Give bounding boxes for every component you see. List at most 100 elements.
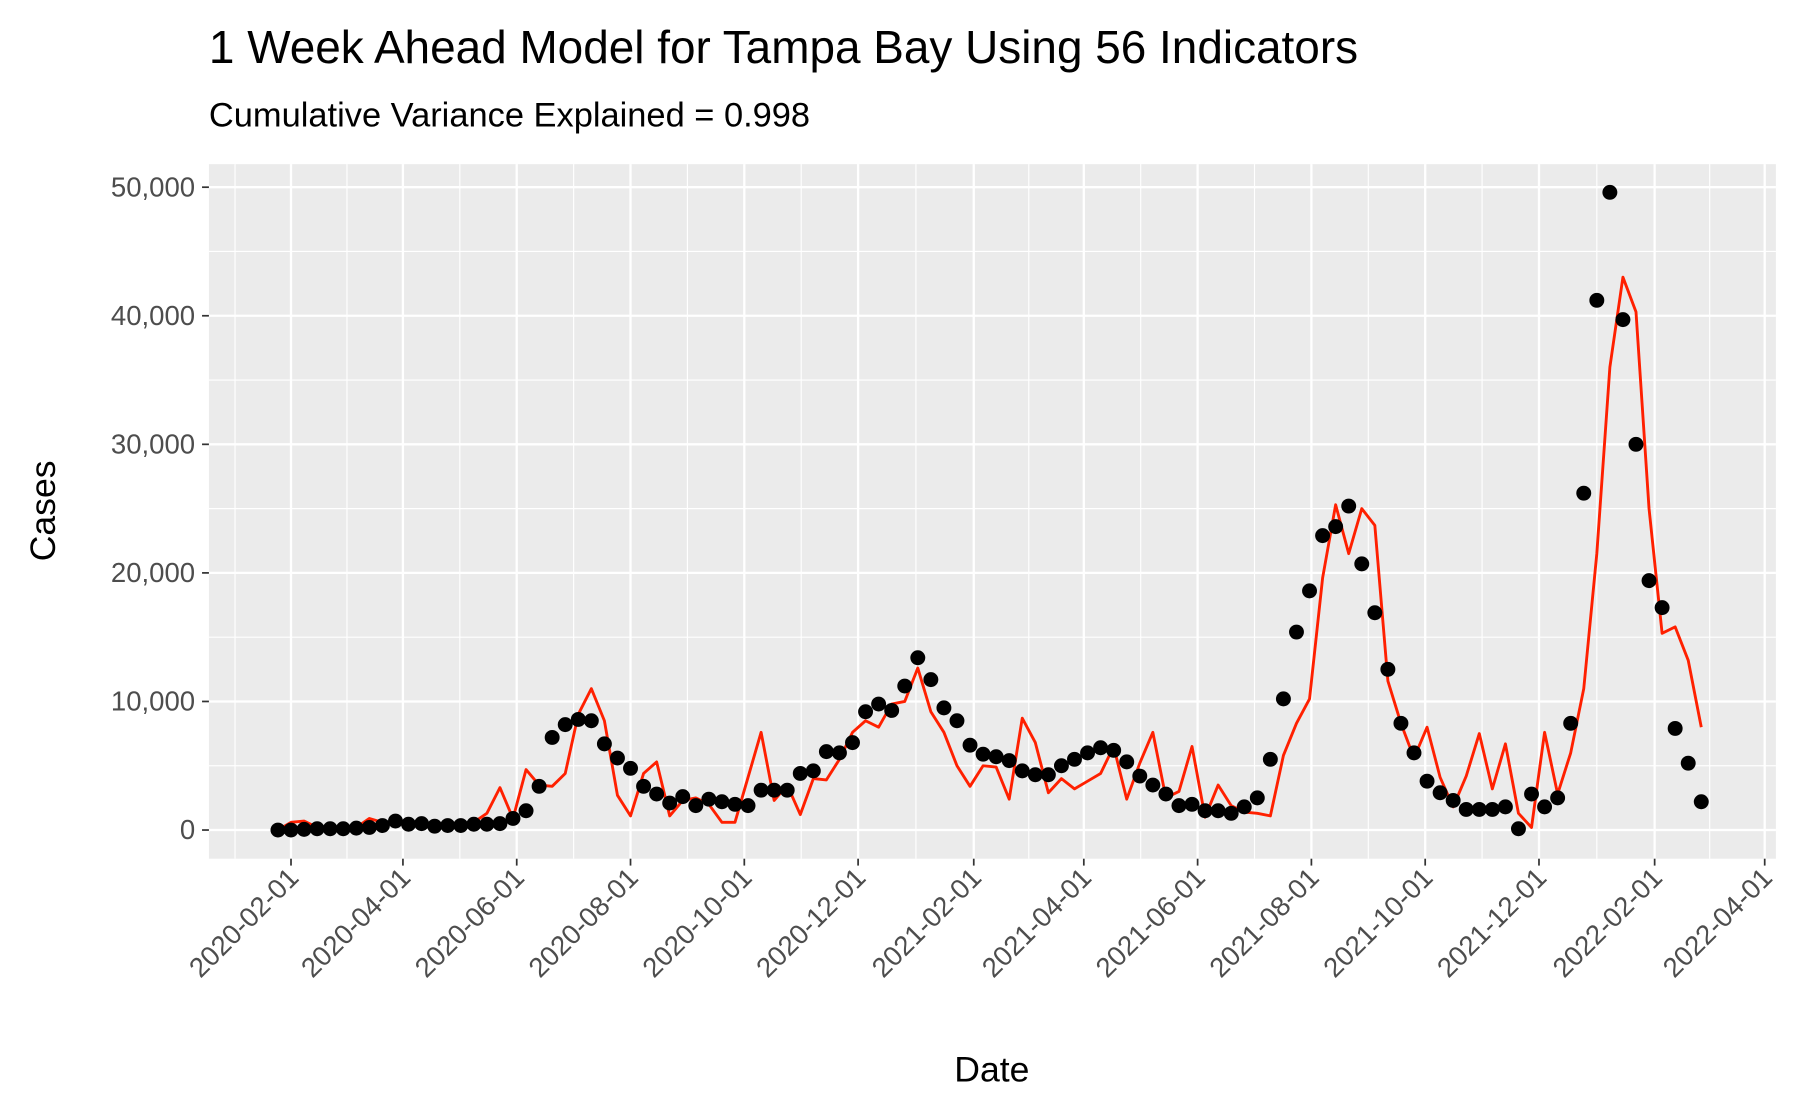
data-point (1184, 796, 1200, 812)
data-point (727, 796, 743, 812)
x-tick-label: 2022-04-01 (1657, 862, 1779, 984)
data-point (1093, 740, 1109, 756)
data-point (544, 730, 560, 745)
data-point (1576, 485, 1592, 501)
data-point (1641, 573, 1657, 589)
data-point (1537, 799, 1553, 815)
x-tick-label: 2020-06-01 (409, 862, 531, 984)
data-point (1511, 821, 1526, 837)
x-tick-label: 2021-02-01 (866, 862, 988, 984)
data-point (1471, 801, 1487, 817)
y-tick-label: 0 (180, 814, 195, 845)
data-point (1328, 519, 1344, 535)
data-point (1680, 755, 1696, 771)
data-point (897, 678, 913, 694)
data-point (923, 672, 939, 688)
data-point (779, 782, 795, 798)
data-point (662, 795, 678, 811)
data-point (1550, 790, 1566, 806)
data-point (466, 816, 482, 832)
data-point (518, 803, 534, 819)
data-point (1419, 773, 1435, 789)
x-tick-label: 2020-08-01 (522, 862, 644, 984)
data-point (283, 822, 299, 838)
data-point (1067, 751, 1082, 767)
data-point (1053, 758, 1069, 774)
data-point (570, 712, 586, 727)
data-point (583, 713, 599, 729)
data-point (557, 717, 573, 733)
data-point (596, 736, 612, 752)
data-point (1106, 742, 1122, 758)
data-point (910, 650, 926, 666)
data-point (831, 745, 847, 761)
data-point (1563, 715, 1579, 731)
data-point (427, 818, 443, 834)
x-tick-label: 2021-06-01 (1089, 862, 1211, 984)
data-point (361, 819, 377, 835)
data-point (1432, 785, 1448, 801)
x-tick-label: 2022-02-01 (1546, 862, 1668, 984)
x-tick-label: 2021-04-01 (976, 862, 1098, 984)
data-point (1667, 721, 1683, 736)
plot-panel (208, 164, 1776, 859)
data-point (753, 782, 769, 798)
x-tick-label: 2020-04-01 (295, 862, 417, 984)
y-tick-label: 20,000 (111, 557, 195, 588)
data-point (623, 760, 638, 776)
data-point (1406, 745, 1422, 761)
y-tick-label: 50,000 (111, 171, 195, 202)
data-point (675, 789, 691, 805)
data-point (1223, 805, 1239, 821)
data-point (1497, 799, 1513, 815)
data-point (1589, 292, 1605, 308)
data-point (492, 816, 508, 832)
x-tick-label: 2021-10-01 (1317, 862, 1439, 984)
data-point (296, 821, 312, 837)
data-point (1289, 624, 1304, 640)
data-point (701, 791, 717, 807)
x-tick-label: 2021-08-01 (1203, 862, 1325, 984)
data-point (975, 746, 991, 762)
data-point (1628, 436, 1644, 452)
data-point (740, 798, 756, 814)
data-point (1132, 768, 1148, 784)
data-point (949, 713, 965, 729)
data-point (858, 704, 874, 720)
data-point (1027, 767, 1043, 783)
data-point (1145, 777, 1161, 793)
data-point (335, 821, 351, 837)
x-tick-label: 2020-02-01 (183, 862, 305, 984)
x-axis-title: Date (954, 1049, 1029, 1089)
data-point (1262, 751, 1278, 767)
data-point (988, 749, 1004, 765)
data-point (531, 778, 547, 794)
data-point (884, 703, 900, 718)
data-point (1275, 691, 1291, 707)
data-point (1458, 801, 1474, 817)
model-line (277, 275, 1703, 832)
data-point (1001, 753, 1017, 769)
x-tick-label: 2020-12-01 (750, 862, 872, 984)
data-point (270, 822, 286, 838)
x-tick-label: 2020-10-01 (636, 862, 758, 984)
data-point (609, 750, 625, 766)
data-point (1602, 184, 1618, 200)
data-point (845, 735, 860, 751)
data-point (1393, 715, 1409, 731)
data-point (1524, 786, 1539, 802)
data-point (1236, 799, 1252, 815)
data-point (792, 765, 808, 781)
data-point (1354, 556, 1370, 572)
data-point (1615, 312, 1631, 328)
chart-subtitle: Cumulative Variance Explained = 0.998 (209, 96, 810, 134)
data-point (1014, 763, 1030, 779)
data-point (1693, 794, 1709, 810)
data-point (1040, 767, 1056, 783)
y-tick-label: 40,000 (111, 300, 195, 331)
data-point (1341, 498, 1357, 514)
data-point (505, 810, 521, 826)
data-point (636, 778, 652, 794)
